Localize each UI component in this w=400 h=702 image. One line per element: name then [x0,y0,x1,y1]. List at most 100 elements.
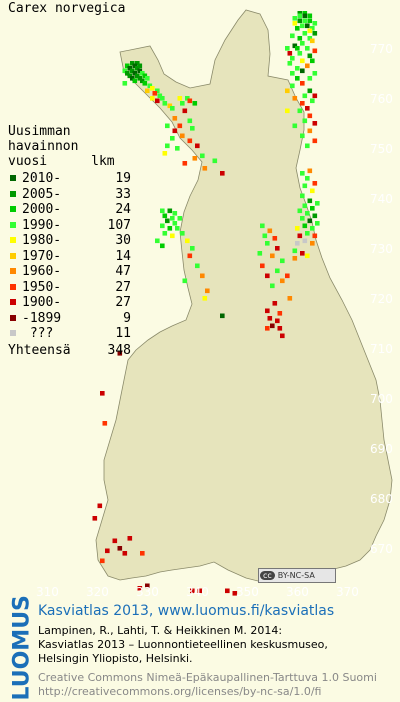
occurrence-cell [300,41,305,46]
easting-tick: 360 [286,585,309,599]
legend-swatch [10,190,16,197]
occurrence-cell [305,253,310,259]
atlas-headline-link[interactable]: Kasviatlas 2013, www.luomus.fi/kasviatla… [38,603,335,619]
occurrence-cell [305,231,310,236]
occurrence-cell [305,63,310,69]
occurrence-cell [260,263,265,269]
occurrence-cell [265,326,270,331]
occurrence-cell [302,183,308,189]
occurrence-cell [307,128,313,134]
occurrence-cell [290,83,295,89]
occurrence-cell [145,583,150,589]
occurrence-cell [92,516,98,521]
occurrence-cell [197,588,203,594]
occurrence-cell [315,221,320,226]
occurrence-cell [100,558,105,564]
occurrence-cell [312,93,318,99]
occurrence-cell [297,11,303,16]
occurrence-cell [312,138,318,144]
occurrence-cell [182,161,188,166]
northing-tick: 670 [370,542,393,556]
occurrence-cell [300,101,305,106]
occurrence-cell [315,201,320,206]
occurrence-cell [275,246,280,251]
legend-swatch [10,237,16,243]
occurrence-cell [265,241,270,246]
occurrence-cell [202,296,208,301]
occurrence-cell [290,71,295,76]
northing-tick: 690 [370,442,393,456]
occurrence-cell [177,123,183,129]
occurrence-cell [132,63,138,69]
occurrence-cell [135,61,140,66]
occurrence-cell [305,176,310,181]
legend-period-label: 1900- [22,295,62,310]
northing-tick: 700 [370,392,393,406]
legend-count: 47 [115,264,131,279]
occurrence-cell [180,101,185,106]
legend-count: 27 [115,279,131,295]
occurrence-cell [180,231,185,236]
legend-count: 24 [115,202,131,217]
occurrence-cell [132,71,138,76]
cc-license-badge[interactable]: cc BY-NC-SA [258,568,336,583]
occurrence-cell [185,96,190,101]
occurrence-cell [187,138,193,144]
occurrence-cell [285,108,290,114]
footer: LUOMUS Kasviatlas 2013, www.luomus.fi/ka… [0,595,400,702]
occurrence-cell [300,216,305,221]
occurrence-cell [122,81,128,86]
occurrence-cell [292,123,298,129]
legend-count: 107 [107,217,131,233]
occurrence-cell [155,88,160,94]
occurrence-cell [297,208,303,214]
occurrence-cell [175,226,180,231]
legend-row: 1970- 14 [8,249,131,265]
license-line: Creative Commons Nimeä-Epäkaupallinen-Ta… [38,671,377,684]
occurrence-cell [285,46,290,51]
occurrence-cell [177,96,183,101]
occurrence-cell [302,223,308,229]
occurrence-cell [212,158,218,164]
occurrence-cell [170,106,175,111]
occurrence-cell [297,233,303,239]
occurrence-cell [297,51,303,56]
occurrence-cell [170,136,175,141]
occurrence-cell [172,128,178,134]
occurrence-cell [170,216,175,221]
occurrence-cell [307,218,313,224]
easting-tick: 370 [336,585,359,599]
legend-period-label: 2005- [22,186,62,202]
legend-row: 2005- 33 [8,186,131,203]
occurrence-cell [312,121,318,126]
legend-swatch [10,268,16,274]
occurrence-cell [187,118,193,124]
occurrence-cell [225,588,230,594]
occurrence-cell [300,23,305,29]
occurrence-cell [117,351,123,356]
occurrence-cell [195,263,200,269]
occurrence-cell [300,171,305,176]
occurrence-cell [272,236,278,241]
occurrence-cell [295,26,300,31]
occurrence-cell [122,551,128,556]
occurrence-cell [280,258,285,264]
occurrence-cell [302,18,308,24]
occurrence-cell [162,213,168,219]
occurrence-cell [285,88,290,94]
occurrence-cell [290,33,295,39]
legend-period-label: -1899 [22,310,62,326]
occurrence-cell [277,326,283,331]
occurrence-cell [307,18,313,24]
occurrence-cell [190,588,195,594]
occurrence-cell [127,73,133,79]
occurrence-cell [162,151,168,156]
occurrence-cell [307,53,313,59]
occurrence-cell [167,226,173,231]
occurrence-cell [307,88,313,94]
occurrence-cell [100,391,105,396]
occurrence-cell [145,76,150,81]
license-url-link[interactable]: http://creativecommons.org/licenses/by-n… [38,685,322,698]
legend-period-label: ??? [22,326,54,341]
legend-swatch [10,206,16,212]
